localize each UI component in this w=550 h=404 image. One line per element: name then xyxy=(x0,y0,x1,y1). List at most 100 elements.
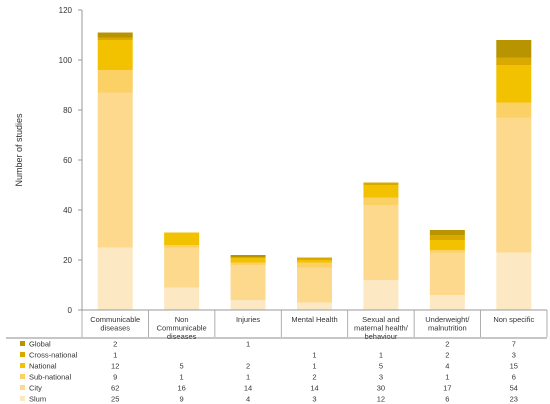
y-tick-label: 100 xyxy=(59,56,73,65)
legend-label: Slum xyxy=(29,395,46,404)
data-label: 1 xyxy=(312,362,316,371)
data-label: 25 xyxy=(111,395,119,404)
legend-swatch xyxy=(20,363,25,368)
x-tick-label: Sexual and maternal health/behaviour xyxy=(354,315,409,341)
data-label: 5 xyxy=(180,362,184,371)
bar-segment-city xyxy=(97,92,133,248)
x-tick-label: Injuries xyxy=(236,315,260,324)
legend-swatch xyxy=(20,385,25,390)
data-label: 14 xyxy=(310,384,318,393)
legend-label: City xyxy=(29,384,42,393)
data-label: 14 xyxy=(244,384,252,393)
y-axis-label: Number of studies xyxy=(14,113,24,187)
bar-segment-city xyxy=(429,252,465,295)
data-label: 4 xyxy=(246,395,250,404)
y-tick-label: 0 xyxy=(68,306,73,315)
data-label: 30 xyxy=(377,384,385,393)
data-label: 62 xyxy=(111,384,119,393)
y-tick-label: 20 xyxy=(63,256,72,265)
y-tick-label: 80 xyxy=(63,106,72,115)
bar-segment-national xyxy=(429,240,465,250)
data-label: 1 xyxy=(445,373,449,382)
data-label: 9 xyxy=(113,373,117,382)
data-label: 3 xyxy=(379,373,383,382)
bar-segment-national xyxy=(164,232,200,245)
bar-segment-slum xyxy=(496,252,532,310)
bar-segment-city xyxy=(230,265,266,300)
y-tick-label: 120 xyxy=(59,6,73,15)
bar-segment-global xyxy=(230,255,266,258)
data-label: 2 xyxy=(445,340,449,349)
y-tick-label: 40 xyxy=(63,206,72,215)
bar-segment-national xyxy=(496,65,532,103)
bar-segment-slum xyxy=(363,280,399,310)
data-label: 2 xyxy=(113,340,117,349)
data-label: 16 xyxy=(177,384,185,393)
data-label: 3 xyxy=(512,351,516,360)
y-tick-label: 60 xyxy=(63,156,72,165)
bar-segment-cross-national xyxy=(363,182,399,185)
bar-segment-cross-national xyxy=(97,37,133,40)
bar-segment-slum xyxy=(230,300,266,310)
bar-segment-national xyxy=(297,260,332,263)
bar-segment-sub-national xyxy=(363,197,399,205)
data-label: 12 xyxy=(111,362,119,371)
bar-segment-cross-national xyxy=(297,257,332,260)
bar-segment-cross-national xyxy=(496,57,532,65)
bar-segment-city xyxy=(297,267,332,303)
data-label: 4 xyxy=(445,362,449,371)
legend-swatch xyxy=(20,396,25,401)
bar-segment-slum xyxy=(97,247,133,310)
bar-segment-slum xyxy=(429,295,465,310)
data-label: 1 xyxy=(113,351,117,360)
bar-segment-global xyxy=(429,230,465,235)
data-label: 54 xyxy=(510,384,518,393)
data-label: 6 xyxy=(445,395,449,404)
bar-segment-sub-national xyxy=(429,250,465,253)
bar-segment-sub-national xyxy=(97,70,133,93)
bar-segment-sub-national xyxy=(164,245,200,248)
bar-segment-city xyxy=(164,247,200,288)
legend-swatch xyxy=(20,374,25,379)
legend-label: Global xyxy=(29,340,51,349)
data-label: 5 xyxy=(379,362,383,371)
data-label: 15 xyxy=(510,362,518,371)
bar-segment-slum xyxy=(297,302,332,310)
data-label: 1 xyxy=(379,351,383,360)
bar-segment-global xyxy=(97,32,133,38)
data-label: 3 xyxy=(312,395,316,404)
data-label: 1 xyxy=(246,373,250,382)
bar-segment-sub-national xyxy=(496,102,532,118)
bar-segment-city xyxy=(496,117,532,253)
x-tick-label: Underweight/malnutrition xyxy=(425,315,470,333)
bar-segment-national xyxy=(363,185,399,198)
data-label: 9 xyxy=(180,395,184,404)
x-tick-label: Non Communicable diseases xyxy=(157,315,207,341)
data-label: 2 xyxy=(312,373,316,382)
x-tick-label: Mental Health xyxy=(291,315,337,324)
bar-segment-slum xyxy=(164,287,200,310)
bar-segment-city xyxy=(363,205,399,280)
data-label: 12 xyxy=(377,395,385,404)
x-tick-label: Communicable diseases xyxy=(90,315,140,333)
data-label: 1 xyxy=(180,373,184,382)
data-label: 2 xyxy=(445,351,449,360)
data-label: 7 xyxy=(512,340,516,349)
data-label: 6 xyxy=(512,373,516,382)
data-label: 2 xyxy=(246,362,250,371)
legend-swatch xyxy=(20,352,25,357)
data-label: 1 xyxy=(246,340,250,349)
bar-segment-sub-national xyxy=(230,262,266,265)
legend-swatch xyxy=(20,341,25,346)
data-label: 17 xyxy=(443,384,451,393)
data-label: 1 xyxy=(312,351,316,360)
bar-segment-national xyxy=(97,40,133,70)
bar-segment-sub-national xyxy=(297,262,332,268)
x-tick-label: Non specific xyxy=(493,315,534,324)
bar-segment-global xyxy=(496,40,532,58)
legend-label: National xyxy=(29,362,57,371)
legend-label: Sub-national xyxy=(29,373,71,382)
legend-label: Cross-national xyxy=(29,351,78,360)
